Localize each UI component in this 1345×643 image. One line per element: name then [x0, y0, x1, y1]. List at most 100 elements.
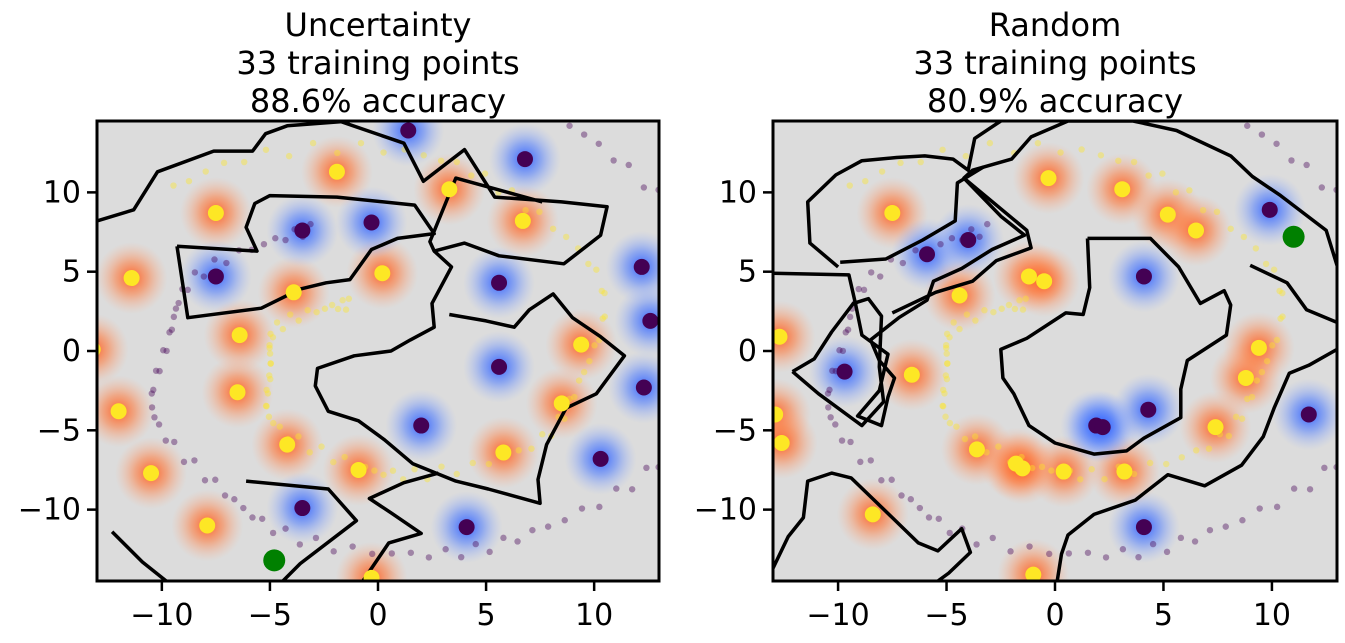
pool-point-positive	[1276, 287, 1283, 295]
pool-point-negative	[673, 438, 679, 444]
pool-point-positive	[202, 168, 209, 175]
pool-point-positive	[940, 403, 947, 410]
pool-point-negative	[296, 541, 304, 548]
training-point-negative	[413, 417, 430, 434]
pool-point-positive	[262, 146, 270, 153]
pool-point-negative	[1149, 540, 1157, 548]
pool-point-negative	[700, 344, 706, 350]
pool-point-negative	[916, 504, 924, 512]
pool-point-negative	[1258, 131, 1266, 138]
pool-point-negative	[1321, 464, 1328, 472]
pool-point-positive	[266, 372, 273, 379]
pool-point-positive	[411, 466, 418, 473]
pool-point-negative	[148, 390, 155, 397]
pool-point-negative	[1239, 517, 1246, 524]
pool-point-negative	[842, 329, 849, 336]
pool-point-positive	[942, 341, 950, 349]
y-tick-label: −10	[694, 493, 757, 528]
x-tick-label: −5	[248, 598, 292, 633]
decision-boundary	[361, 471, 439, 581]
pool-point-positive	[944, 360, 951, 367]
pool-point-positive	[1186, 187, 1193, 194]
pool-point-positive	[522, 206, 529, 214]
pool-point-negative	[984, 220, 991, 228]
y-tick-label: −5	[713, 413, 757, 448]
pool-point-negative	[832, 421, 839, 428]
pool-point-negative	[1306, 486, 1314, 493]
pool-point-positive	[862, 177, 869, 185]
pool-point-positive	[345, 295, 353, 302]
training-point-positive	[1207, 419, 1224, 436]
pool-point-negative	[690, 378, 696, 384]
pool-point-positive	[1205, 445, 1213, 452]
pool-point-positive	[939, 402, 946, 410]
pool-point-negative	[1303, 161, 1310, 169]
training-point-positive	[231, 327, 248, 344]
pool-point-positive	[276, 423, 283, 430]
x-tick-label: 10	[575, 598, 613, 633]
training-point-positive	[514, 212, 531, 229]
pool-point-positive	[1248, 393, 1256, 401]
title-line-2: 33 training points	[236, 44, 519, 82]
pool-point-negative	[860, 286, 868, 294]
pool-point-positive	[485, 460, 493, 468]
pool-point-negative	[1163, 548, 1171, 556]
pool-point-positive	[585, 260, 592, 268]
pool-point-negative	[472, 540, 479, 548]
pool-point-negative	[836, 347, 843, 354]
pool-point-negative	[1177, 534, 1185, 542]
new-point	[263, 549, 286, 572]
pool-point-positive	[942, 413, 949, 420]
pool-point-positive	[961, 435, 969, 443]
pool-point-negative	[846, 313, 854, 321]
training-point-negative	[592, 450, 609, 467]
pool-point-negative	[1007, 548, 1014, 555]
training-point-positive	[1036, 273, 1053, 290]
pool-point-negative	[160, 347, 167, 354]
pool-point-positive	[1019, 306, 1027, 313]
pool-point-negative	[946, 529, 953, 537]
pool-point-negative	[1256, 505, 1263, 512]
decision-boundary	[891, 176, 1033, 315]
training-point-negative	[516, 151, 533, 168]
pool-point-negative	[679, 421, 685, 427]
pool-point-negative	[1229, 108, 1235, 114]
pool-point-negative	[704, 264, 710, 270]
pool-point-positive	[1252, 245, 1260, 252]
training-point-positive	[553, 395, 570, 412]
pool-point-negative	[260, 240, 268, 248]
training-point-positive	[207, 205, 224, 221]
decision-boundary	[97, 121, 351, 223]
pool-point-positive	[468, 172, 475, 179]
pool-point-negative	[1244, 122, 1251, 129]
pool-point-negative	[486, 548, 493, 556]
pool-point-negative	[200, 273, 208, 280]
pool-point-positive	[1038, 463, 1046, 471]
pool-point-negative	[1290, 485, 1298, 492]
pool-point-negative	[201, 477, 209, 484]
decision-boundary	[773, 121, 1337, 428]
training-point-positive	[1237, 369, 1254, 386]
panel-uncertainty: Uncertainty 33 training points 88.6% acc…	[18, 6, 710, 633]
pool-point-negative	[613, 485, 620, 492]
pool-point-positive	[341, 453, 348, 461]
pool-point-negative	[687, 398, 693, 404]
pool-point-positive	[846, 182, 853, 189]
training-point-positive	[1250, 339, 1267, 356]
pool-point-negative	[973, 541, 980, 548]
pool-point-positive	[580, 368, 588, 376]
pool-point-negative	[878, 477, 885, 484]
training-point-positive	[573, 336, 590, 353]
pool-point-positive	[598, 287, 605, 295]
training-point-positive	[279, 436, 296, 453]
x-tick-label: 0	[1045, 598, 1064, 633]
pool-point-negative	[180, 458, 188, 466]
pool-point-positive	[1192, 447, 1200, 454]
pool-point-negative	[640, 184, 648, 191]
training-point-negative	[294, 222, 311, 239]
title-line-1: Uncertainty	[285, 6, 472, 44]
decision-boundary	[999, 236, 1233, 456]
pool-point-positive	[1270, 266, 1278, 273]
pool-point-positive	[1213, 208, 1221, 216]
pool-point-positive	[515, 447, 522, 454]
